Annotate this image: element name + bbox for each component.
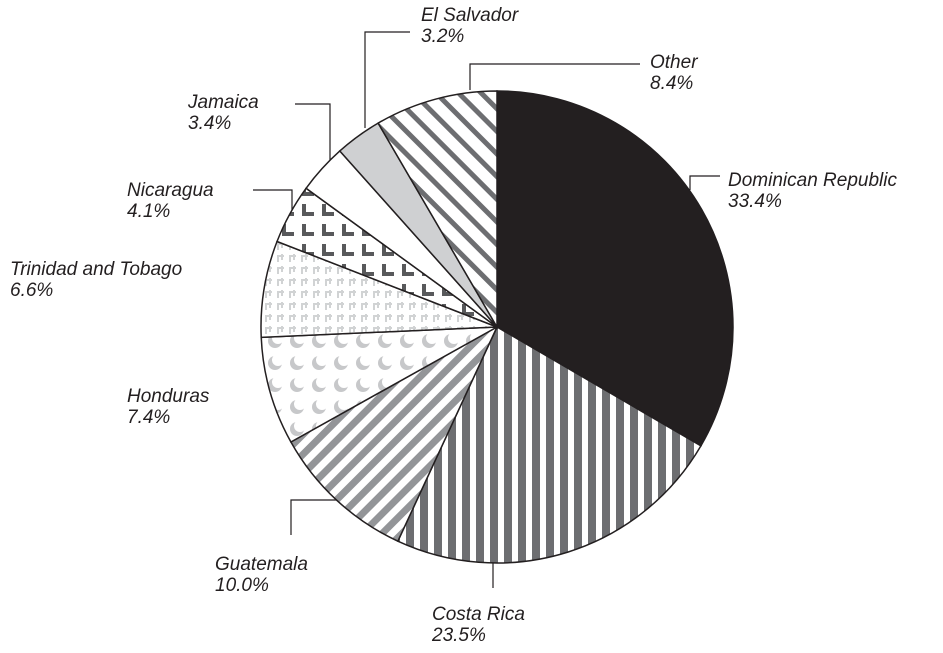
- leader-line: [290, 499, 340, 535]
- slice-value-label: 6.6%: [10, 280, 53, 301]
- slice-value-label: 3.4%: [188, 113, 231, 134]
- slice-value-label: 23.5%: [431, 625, 486, 646]
- slice-label: El Salvador: [421, 5, 519, 26]
- slice-value-label: 8.4%: [650, 73, 693, 94]
- leader-line: [364, 31, 410, 128]
- slice-value-label: 33.4%: [728, 191, 782, 212]
- leader-lines: [253, 31, 720, 588]
- pie-slice: [496, 90, 734, 447]
- slice-label: Dominican Republic: [728, 170, 897, 191]
- slice-value-label: 7.4%: [127, 407, 170, 428]
- pie-slice: [396, 325, 702, 564]
- leader-line: [253, 189, 293, 218]
- slice-label: Honduras: [127, 386, 210, 407]
- slice-label: Nicaragua: [127, 180, 214, 201]
- leader-line: [689, 175, 720, 190]
- leader-line: [295, 103, 331, 160]
- slice-label: Guatemala: [215, 554, 308, 575]
- pie-slice: [289, 325, 499, 543]
- slice-value-label: 4.1%: [127, 201, 170, 222]
- slice-label: Other: [650, 52, 698, 73]
- slice-value-label: 10.0%: [215, 575, 269, 596]
- slice-value-label: 3.2%: [421, 26, 464, 47]
- pie: [260, 90, 734, 564]
- slice-label: Jamaica: [187, 92, 259, 113]
- pie-slice: [260, 326, 498, 444]
- slice-label: Costa Rica: [432, 604, 525, 625]
- pie-slice: [377, 90, 498, 330]
- slice-label: Trinidad and Tobago: [10, 259, 182, 280]
- leader-line: [469, 63, 640, 90]
